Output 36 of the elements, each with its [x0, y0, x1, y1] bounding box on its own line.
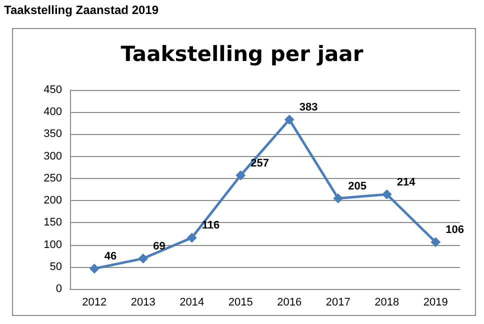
y-tick-label: 50 — [50, 260, 62, 273]
point — [236, 170, 246, 180]
x-tick-label: 2014 — [180, 296, 204, 308]
point — [430, 237, 441, 248]
point — [186, 232, 197, 243]
x-tick-label: 2017 — [326, 296, 350, 308]
point — [89, 264, 100, 274]
y-tick-label: 0 — [56, 283, 62, 295]
chart-subtitle: Taakstelling Zaanstad 2019 — [4, 3, 159, 17]
y-tick-label: 300 — [44, 150, 62, 162]
y-tick-label: 400 — [44, 106, 62, 118]
chart-title: Taakstelling per jaar — [120, 42, 364, 66]
point — [382, 189, 392, 200]
y-tick-label: 100 — [44, 238, 62, 251]
point — [333, 193, 344, 204]
data-label: 106 — [446, 224, 464, 236]
data-label: 214 — [396, 176, 416, 188]
y-tick-label: 250 — [44, 172, 62, 184]
x-tick-label: 2015 — [228, 296, 253, 308]
point — [138, 253, 148, 264]
data-label: 116 — [202, 220, 220, 232]
x-tick-label: 2012 — [82, 296, 107, 308]
x-tick-label: 2013 — [130, 296, 156, 308]
x-tick-label: 2016 — [277, 296, 302, 308]
y-tick-label: 150 — [44, 216, 62, 229]
x-tick-label: 2019 — [423, 296, 448, 308]
data-label: 46 — [104, 250, 117, 263]
point — [284, 114, 294, 125]
data-label: 383 — [299, 102, 318, 114]
data-label: 205 — [348, 180, 366, 192]
x-tick-label: 2018 — [374, 296, 400, 308]
y-tick-label: 450 — [44, 84, 62, 96]
y-tick-label: 350 — [44, 128, 62, 140]
y-tick-label: 200 — [44, 194, 62, 207]
data-label: 69 — [153, 240, 166, 252]
data-label: 257 — [250, 157, 269, 170]
